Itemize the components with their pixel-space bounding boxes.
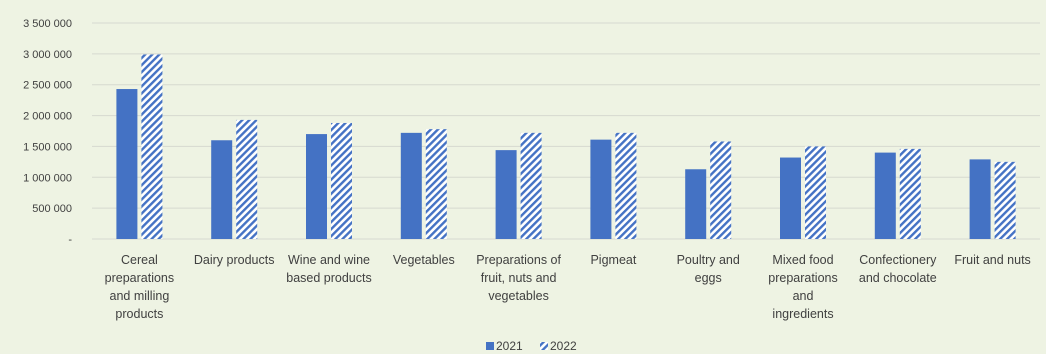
bar-2022 xyxy=(615,132,637,239)
bar-2022 xyxy=(141,54,163,239)
x-tick-label: Confectionery and chocolate xyxy=(859,253,937,285)
x-tick-label: Poultry and eggs xyxy=(677,253,740,285)
bar-2022 xyxy=(425,129,447,239)
bar-2021 xyxy=(780,157,801,239)
legend-swatch-2022 xyxy=(540,342,548,350)
bar-2022 xyxy=(994,161,1016,239)
x-tick-label: Vegetables xyxy=(393,253,455,267)
bar-2021 xyxy=(874,152,896,239)
x-tick-label: Preparations of fruit, nuts and vegetables xyxy=(476,253,561,303)
bar-2021 xyxy=(685,169,707,239)
y-tick-label: 500 000 xyxy=(32,203,72,215)
bars xyxy=(116,54,1016,239)
bar-2022 xyxy=(899,148,921,239)
y-tick-label: 1 500 000 xyxy=(23,141,72,153)
y-tick-label: 3 500 000 xyxy=(23,18,72,30)
x-tick-label: Pigmeat xyxy=(590,253,636,267)
bar-2021 xyxy=(969,159,991,239)
bar-2022 xyxy=(710,141,732,239)
legend-swatch-2021 xyxy=(486,342,494,350)
bar-2022 xyxy=(520,132,542,239)
bar-2021 xyxy=(306,134,327,239)
x-axis-categories: Cereal preparations and milling products Dai… xyxy=(105,253,1031,321)
y-tick-label: 2 500 000 xyxy=(23,80,72,92)
x-tick-label: Wine and wine based products xyxy=(286,253,371,285)
bar-2021 xyxy=(495,150,517,239)
gridlines xyxy=(92,22,1040,240)
x-tick-label: Mixed food preparations and ingredients xyxy=(768,253,838,321)
y-tick-label: 2 000 000 xyxy=(23,111,72,123)
x-tick-label: Cereal preparations and milling products xyxy=(105,253,175,321)
x-tick-label: Fruit and nuts xyxy=(954,253,1030,267)
bar-2022 xyxy=(805,146,826,239)
legend: 2021 2022 xyxy=(486,339,577,353)
y-tick-label: 1 000 000 xyxy=(23,172,72,184)
legend-label-2021: 2021 xyxy=(496,339,523,353)
x-tick-label: Dairy products xyxy=(194,253,275,267)
legend-label-2022: 2022 xyxy=(550,339,577,353)
bar-2022 xyxy=(331,122,352,239)
bar-2021 xyxy=(116,89,138,239)
bar-2021 xyxy=(211,140,233,239)
y-tick-label: - xyxy=(68,234,72,246)
bar-2021 xyxy=(400,132,422,239)
y-axis: - 500 000 1 000 000 1 500 000 2 000 000 2 500… xyxy=(23,18,72,246)
bar-2022 xyxy=(236,119,258,239)
bar-2021 xyxy=(590,139,612,239)
y-tick-label: 3 000 000 xyxy=(23,49,72,61)
